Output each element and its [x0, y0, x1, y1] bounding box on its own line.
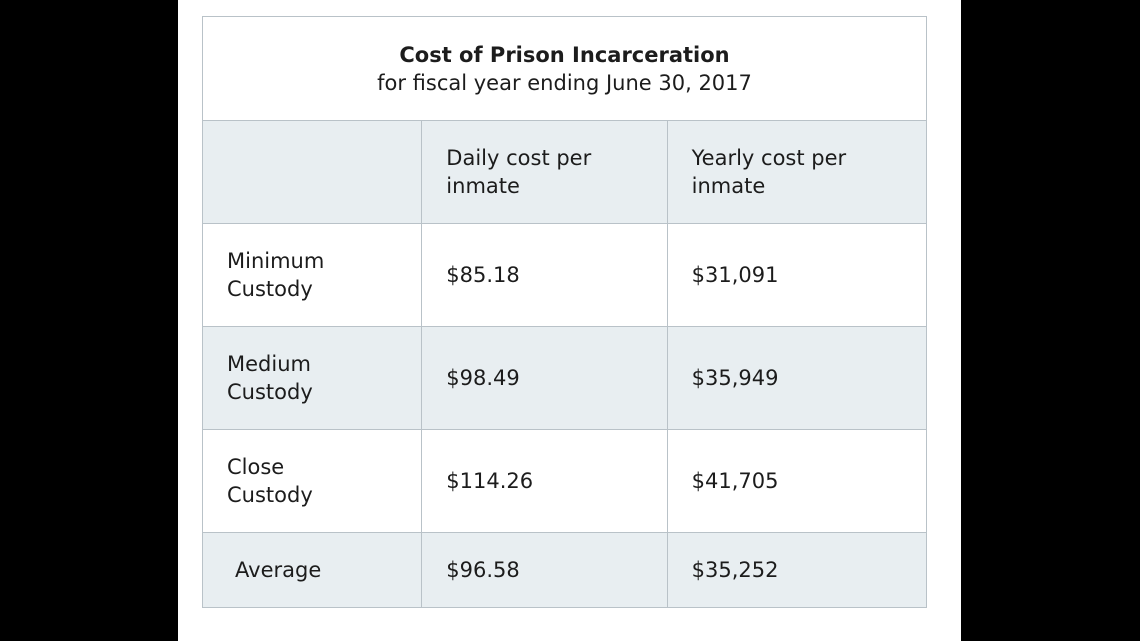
row-label: Close Custody: [227, 455, 313, 508]
daily-cost-cell: $98.49: [421, 326, 668, 431]
header-cell-empty: [201, 120, 423, 225]
table-row: Medium Custody $98.49 $35,949: [201, 326, 928, 431]
header-daily-label: Daily cost per inmate: [446, 146, 592, 199]
table-title-cell: Cost of Prison Incarceration for fiscal …: [202, 15, 927, 122]
daily-cost-cell: $85.18: [421, 223, 668, 328]
header-row: Daily cost per inmate Yearly cost per in…: [201, 120, 928, 225]
document-page: Cost of Prison Incarceration for fiscal …: [178, 0, 961, 641]
row-label: Minimum Custody: [227, 249, 325, 302]
yearly-cost-cell: $35,949: [666, 326, 928, 431]
daily-cost-cell: $114.26: [421, 429, 668, 534]
table-title: Cost of Prison Incarceration: [399, 42, 730, 67]
yearly-cost-cell: $41,705: [666, 429, 928, 534]
row-label-cell: Close Custody: [201, 429, 423, 534]
table-row-average: Average $96.58 $35,252: [201, 532, 928, 608]
yearly-cost-cell: $35,252: [666, 532, 928, 608]
row-label-cell: Minimum Custody: [201, 223, 423, 328]
header-cell-daily: Daily cost per inmate: [421, 120, 668, 225]
header-yearly-label: Yearly cost per inmate: [691, 146, 847, 199]
cost-table: Cost of Prison Incarceration for fiscal …: [201, 15, 928, 608]
yearly-cost-cell: $31,091: [666, 223, 928, 328]
row-label-cell: Medium Custody: [201, 326, 423, 431]
daily-cost-cell: $96.58: [421, 532, 668, 608]
table-subtitle: for fiscal year ending June 30, 2017: [377, 70, 752, 95]
table-row: Minimum Custody $85.18 $31,091: [201, 223, 928, 328]
row-label: Medium Custody: [227, 352, 313, 405]
header-cell-yearly: Yearly cost per inmate: [666, 120, 928, 225]
row-label-cell: Average: [201, 532, 423, 608]
table-row: Close Custody $114.26 $41,705: [201, 429, 928, 534]
